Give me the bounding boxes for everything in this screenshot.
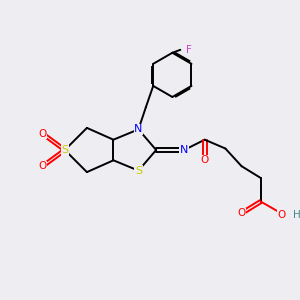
Text: H: H (292, 210, 300, 220)
Text: N: N (134, 124, 143, 134)
Text: O: O (238, 208, 246, 218)
Text: O: O (201, 155, 209, 165)
Text: F: F (186, 45, 192, 55)
Text: O: O (39, 161, 47, 171)
Text: O: O (39, 129, 47, 139)
Text: S: S (61, 145, 68, 155)
Text: S: S (135, 166, 142, 176)
Text: O: O (277, 210, 286, 220)
Text: N: N (180, 145, 188, 155)
